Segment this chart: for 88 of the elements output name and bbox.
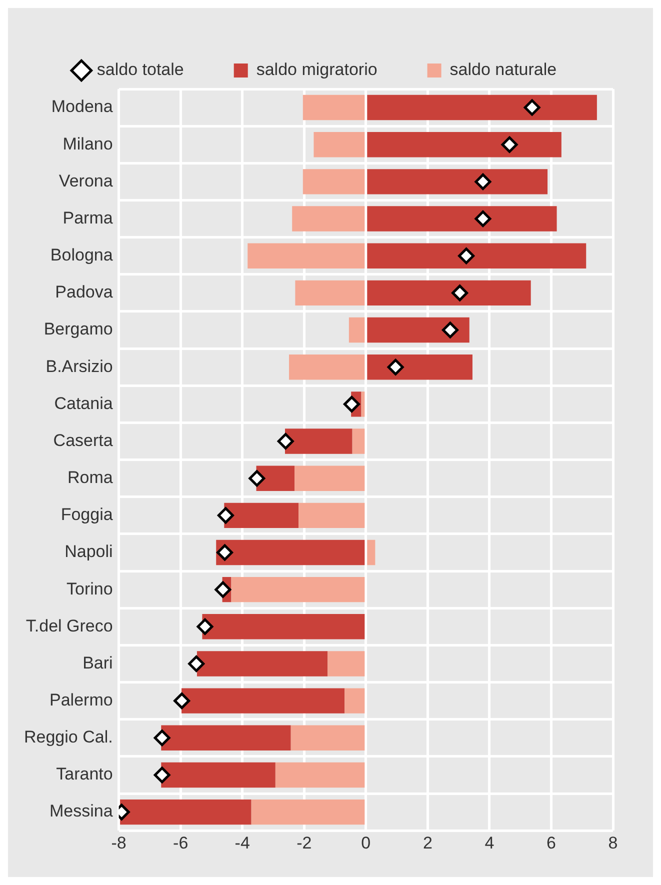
bar [344, 688, 365, 714]
bar [294, 466, 365, 491]
y-tick-label: Parma [62, 208, 114, 228]
point [343, 396, 360, 412]
point [154, 730, 170, 746]
y-tick-label: Verona [58, 171, 114, 190]
legend-label: saldo migratorio [256, 60, 378, 80]
bar [248, 243, 365, 268]
bar [367, 354, 472, 380]
point [214, 581, 232, 598]
bar [284, 428, 352, 454]
y-tick-label: T.del Greco [26, 616, 113, 636]
point [174, 692, 190, 710]
point [217, 507, 234, 524]
bar [352, 428, 365, 454]
bar [302, 169, 365, 194]
bar [367, 94, 597, 120]
point [387, 358, 404, 376]
bar [367, 243, 586, 268]
point [277, 433, 294, 450]
bar [161, 762, 276, 788]
bar [295, 280, 365, 306]
y-tick-label: Torino [66, 579, 113, 598]
y-tick-label: Taranto [56, 764, 113, 784]
x-tick-label: -4 [234, 833, 250, 852]
x-tick-label: 6 [546, 833, 556, 852]
point [524, 99, 540, 116]
point [216, 544, 234, 561]
x-tick-label: -6 [173, 833, 188, 852]
bar [367, 280, 531, 306]
y-tick-label: Caserta [53, 430, 114, 450]
bar [161, 725, 291, 751]
bar [216, 540, 365, 566]
bar [251, 799, 365, 825]
bar [367, 206, 557, 232]
point [501, 136, 518, 153]
bar [328, 651, 365, 676]
bar [275, 762, 365, 788]
y-tick-label: Roma [67, 468, 114, 488]
point [458, 248, 475, 264]
bar [367, 169, 548, 194]
bar [367, 540, 376, 566]
point [196, 618, 214, 635]
y-tick-label: Palermo [50, 690, 113, 710]
y-tick-label: B.Arsizio [46, 356, 113, 376]
bar [202, 614, 365, 640]
x-tick-label: -2 [296, 833, 312, 852]
bar [290, 725, 365, 751]
point [188, 655, 205, 672]
y-tick-label: Padova [55, 282, 114, 302]
bar [361, 392, 365, 417]
x-tick-label: 4 [484, 833, 494, 852]
point [474, 173, 492, 190]
bar [196, 651, 328, 676]
y-tick-label: Reggio Cal. [24, 728, 113, 747]
bar [120, 799, 252, 825]
legend-label: saldo totale [96, 60, 184, 80]
y-tick-label: Bologna [50, 246, 114, 265]
x-tick-label: 2 [422, 833, 432, 852]
y-tick-label: Bari [82, 653, 113, 672]
legend-label: saldo naturale [450, 60, 557, 80]
bar [224, 502, 299, 528]
bar [367, 317, 470, 343]
point [154, 766, 170, 784]
bar [298, 502, 365, 528]
bar [256, 466, 295, 491]
bar [367, 132, 562, 158]
x-tick-label: 8 [608, 833, 618, 852]
bar [292, 206, 365, 232]
point [248, 470, 266, 487]
bar [302, 94, 365, 120]
y-tick-label: Milano [62, 134, 113, 154]
bar [348, 317, 365, 343]
bar [289, 354, 365, 380]
bar [182, 688, 345, 714]
point [442, 322, 458, 338]
bar [314, 132, 365, 158]
y-tick-label: Modena [51, 97, 114, 116]
y-tick-label: Napoli [64, 542, 113, 562]
x-tick-label: 0 [361, 833, 371, 852]
x-tick-label: -8 [111, 833, 126, 852]
point [474, 210, 492, 228]
y-tick-label: Bergamo [44, 320, 113, 339]
point [452, 284, 468, 302]
y-tick-label: Catania [54, 394, 114, 413]
y-tick-label: Messina [50, 802, 114, 821]
y-tick-label: Foggia [60, 505, 114, 524]
bar [231, 576, 365, 602]
